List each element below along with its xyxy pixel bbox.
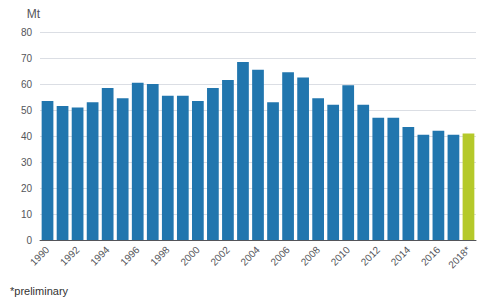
svg-text:1990: 1990 — [28, 244, 52, 268]
svg-text:2018*: 2018* — [446, 244, 472, 270]
svg-text:2012: 2012 — [359, 244, 383, 268]
svg-text:2000: 2000 — [178, 244, 202, 268]
svg-text:2008: 2008 — [299, 244, 323, 268]
svg-text:2006: 2006 — [268, 244, 292, 268]
svg-text:1992: 1992 — [58, 244, 82, 268]
svg-text:30: 30 — [21, 157, 33, 168]
svg-text:Mt: Mt — [27, 7, 41, 21]
svg-text:50: 50 — [21, 105, 33, 116]
svg-text:1996: 1996 — [118, 244, 142, 268]
svg-text:10: 10 — [21, 209, 33, 220]
svg-text:2016: 2016 — [419, 244, 443, 268]
svg-text:1998: 1998 — [148, 244, 172, 268]
svg-text:2010: 2010 — [329, 244, 353, 268]
svg-text:80: 80 — [21, 27, 33, 38]
svg-text:2004: 2004 — [238, 244, 262, 268]
svg-text:2002: 2002 — [208, 244, 232, 268]
svg-text:1994: 1994 — [88, 244, 112, 268]
svg-text:40: 40 — [21, 131, 33, 142]
svg-text:0: 0 — [26, 235, 32, 246]
svg-text:*preliminary: *preliminary — [10, 285, 69, 297]
svg-text:2014: 2014 — [389, 244, 413, 268]
svg-text:70: 70 — [21, 53, 33, 64]
svg-text:60: 60 — [21, 79, 33, 90]
svg-text:20: 20 — [21, 183, 33, 194]
